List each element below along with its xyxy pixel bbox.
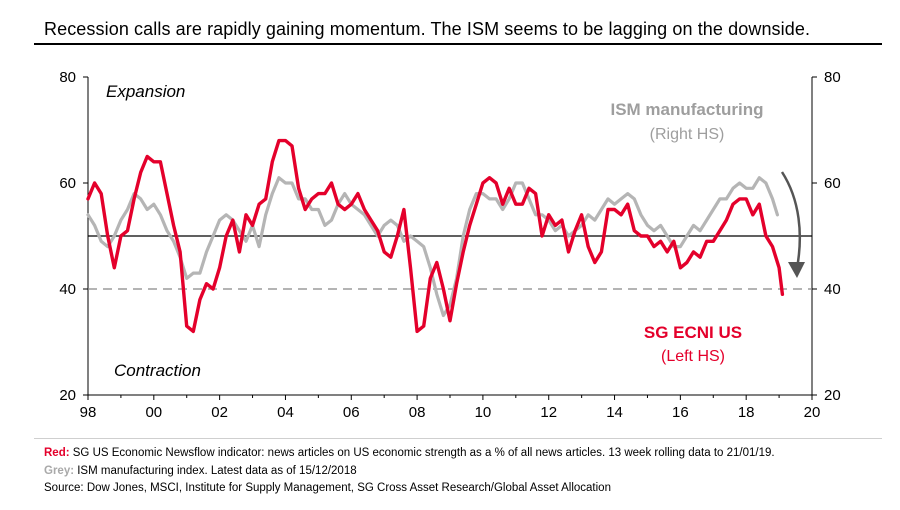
footnotes: Red: SG US Economic Newsflow indicator: … bbox=[44, 445, 775, 498]
series-line-ecni bbox=[86, 138, 785, 334]
down-arrow-icon bbox=[780, 171, 802, 269]
annotation-contraction: Contraction bbox=[114, 361, 201, 380]
chart-title: Recession calls are rapidly gaining mome… bbox=[44, 19, 811, 39]
x-tick-label: 16 bbox=[672, 404, 689, 421]
down-arrow-head-icon bbox=[788, 262, 805, 278]
x-tick-label: 06 bbox=[343, 404, 360, 421]
footnote-source-text: Source: Dow Jones, MSCI, Institute for S… bbox=[44, 482, 611, 494]
footnote-divider bbox=[34, 438, 882, 439]
x-tick-label: 12 bbox=[540, 404, 557, 421]
x-tick-label: 00 bbox=[145, 404, 162, 421]
right-tick-label: 40 bbox=[824, 281, 841, 298]
annotation-ism-sub: (Right HS) bbox=[650, 126, 725, 143]
footnote-grey: Grey: ISM manufacturing index. Latest da… bbox=[44, 463, 775, 481]
x-tick-label: 20 bbox=[804, 404, 821, 421]
footnote-red-key: Red: bbox=[44, 447, 70, 459]
footnote-red: Red: SG US Economic Newsflow indicator: … bbox=[44, 445, 775, 463]
right-tick-label: 20 bbox=[824, 387, 841, 404]
x-tick-label: 08 bbox=[409, 404, 426, 421]
footnote-grey-text: ISM manufacturing index. Latest data as … bbox=[74, 464, 357, 477]
x-tick-label: 14 bbox=[606, 404, 623, 421]
footnote-grey-key: Grey: bbox=[44, 464, 75, 477]
left-tick-label: 60 bbox=[59, 175, 76, 192]
x-tick-label: 10 bbox=[475, 404, 492, 421]
x-tick-label: 04 bbox=[277, 404, 294, 421]
footnote-source: Source: Dow Jones, MSCI, Institute for S… bbox=[44, 480, 775, 498]
footnote-red-text: SG US Economic Newsflow indicator: news … bbox=[69, 447, 775, 459]
series-line-ism bbox=[86, 176, 780, 318]
left-tick-label: 20 bbox=[59, 387, 76, 404]
annotation-ecni-label: SG ECNI US bbox=[644, 323, 742, 342]
left-tick-label: 40 bbox=[59, 281, 76, 298]
x-tick-label: 18 bbox=[738, 404, 755, 421]
left-tick-label: 80 bbox=[59, 69, 76, 86]
annotation-expansion: Expansion bbox=[106, 82, 185, 101]
x-tick-label: 98 bbox=[80, 404, 97, 421]
right-tick-label: 60 bbox=[824, 175, 841, 192]
title-underline bbox=[34, 43, 882, 45]
right-tick-label: 80 bbox=[824, 69, 841, 86]
annotation-ism-label: ISM manufacturing bbox=[610, 100, 763, 119]
annotation-ecni-sub: (Left HS) bbox=[661, 348, 725, 365]
x-tick-label: 02 bbox=[211, 404, 228, 421]
